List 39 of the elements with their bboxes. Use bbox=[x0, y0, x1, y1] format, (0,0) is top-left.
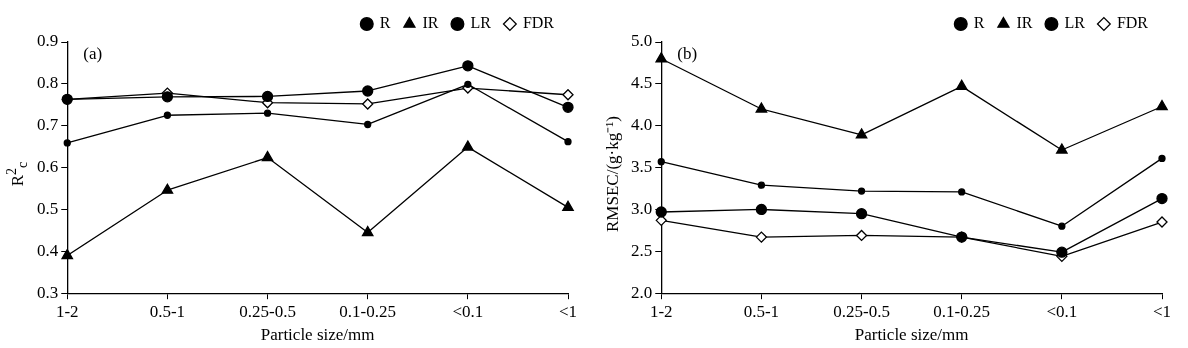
y-tick-label: 0.8 bbox=[37, 73, 59, 93]
legend-label: LR bbox=[470, 14, 492, 32]
legend-label: FDR bbox=[1116, 14, 1149, 32]
y-tick-label: 2.0 bbox=[631, 282, 653, 302]
y-tick-label: 2.5 bbox=[631, 240, 653, 260]
annotation: (b) bbox=[677, 43, 698, 63]
x-tick-label: 0.5-1 bbox=[149, 301, 186, 321]
y-tick-label: 5.0 bbox=[631, 31, 653, 51]
x-tick-label: 0.5-1 bbox=[743, 301, 780, 321]
y-tick-label: 0.6 bbox=[37, 157, 59, 177]
y-tick-label: 3.0 bbox=[631, 198, 653, 218]
x-tick-label: 0.1-0.25 bbox=[933, 301, 991, 321]
y-axis-title: RMSEC/(g·kg⁻¹) bbox=[601, 116, 623, 232]
y-tick-label: 0.5 bbox=[37, 198, 59, 218]
x-tick-label: <1 bbox=[558, 301, 578, 321]
x-tick-label: <0.1 bbox=[452, 301, 484, 321]
legend-label: IR bbox=[1016, 14, 1033, 32]
annotation: (a) bbox=[83, 43, 103, 63]
x-tick-label: 1-2 bbox=[55, 301, 79, 321]
y-tick-label: 0.9 bbox=[37, 31, 59, 51]
legend-label: LR bbox=[1064, 14, 1086, 32]
y-tick-label: 3.5 bbox=[631, 157, 653, 177]
x-tick-label: <1 bbox=[1152, 301, 1172, 321]
legend-label: R bbox=[973, 14, 985, 32]
x-tick-label: 1-2 bbox=[649, 301, 673, 321]
x-tick-label: 0.25-0.5 bbox=[833, 301, 890, 321]
y-tick-label: 4.5 bbox=[631, 73, 653, 93]
x-tick-label: 0.25-0.5 bbox=[239, 301, 296, 321]
x-tick-label: <0.1 bbox=[1046, 301, 1078, 321]
legend-label: IR bbox=[422, 14, 439, 32]
x-axis-title: Particle size/mm bbox=[854, 325, 969, 345]
x-axis-title: Particle size/mm bbox=[260, 325, 375, 345]
y-tick-label: 0.3 bbox=[37, 282, 59, 302]
y-tick-label: 4.0 bbox=[631, 115, 653, 135]
legend-label: FDR bbox=[522, 14, 555, 32]
legend-label: R bbox=[379, 14, 391, 32]
x-tick-label: 0.1-0.25 bbox=[339, 301, 397, 321]
y-tick-label: 0.7 bbox=[37, 115, 59, 135]
y-tick-label: 0.4 bbox=[37, 240, 59, 260]
